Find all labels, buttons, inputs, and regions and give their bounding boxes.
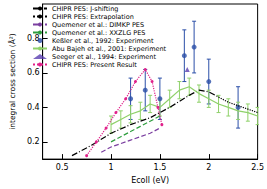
svg-text:Abu Bajeh et al., 2001: Experi: Abu Bajeh et al., 2001: Experiment <box>52 45 167 53</box>
svg-text:0.4: 0.4 <box>27 103 40 112</box>
svg-text:CHIPR PES: Present Result: CHIPR PES: Present Result <box>52 61 137 69</box>
svg-text:1.5: 1.5 <box>154 163 167 172</box>
svg-text:integral cross section (Å²): integral cross section (Å²) <box>8 33 17 130</box>
svg-text:0.8: 0.8 <box>27 34 40 43</box>
svg-text:Seeger et al., 1994: Experimen: Seeger et al., 1994: Experiment <box>52 53 156 61</box>
svg-text:1: 1 <box>108 163 113 172</box>
svg-text:Keßler et al., 1992: Experimen: Keßler et al., 1992: Experiment <box>52 37 154 45</box>
svg-text:Quemener et al.: XXZLG PES: Quemener et al.: XXZLG PES <box>52 29 145 37</box>
svg-text:CHIPR PES: Extrapolation: CHIPR PES: Extrapolation <box>52 13 134 21</box>
svg-text:Quemener et al.: DIMKP PES: Quemener et al.: DIMKP PES <box>52 21 144 29</box>
svg-text:CHIPR PES: J-shifting: CHIPR PES: J-shifting <box>52 5 118 13</box>
svg-text:2: 2 <box>206 163 211 172</box>
svg-text:Ecoll (eV): Ecoll (eV) <box>131 176 169 185</box>
svg-text:0.5: 0.5 <box>56 163 69 172</box>
svg-text:2.5: 2.5 <box>251 163 264 172</box>
svg-text:0.6: 0.6 <box>27 68 40 77</box>
svg-text:0.2: 0.2 <box>27 137 40 146</box>
